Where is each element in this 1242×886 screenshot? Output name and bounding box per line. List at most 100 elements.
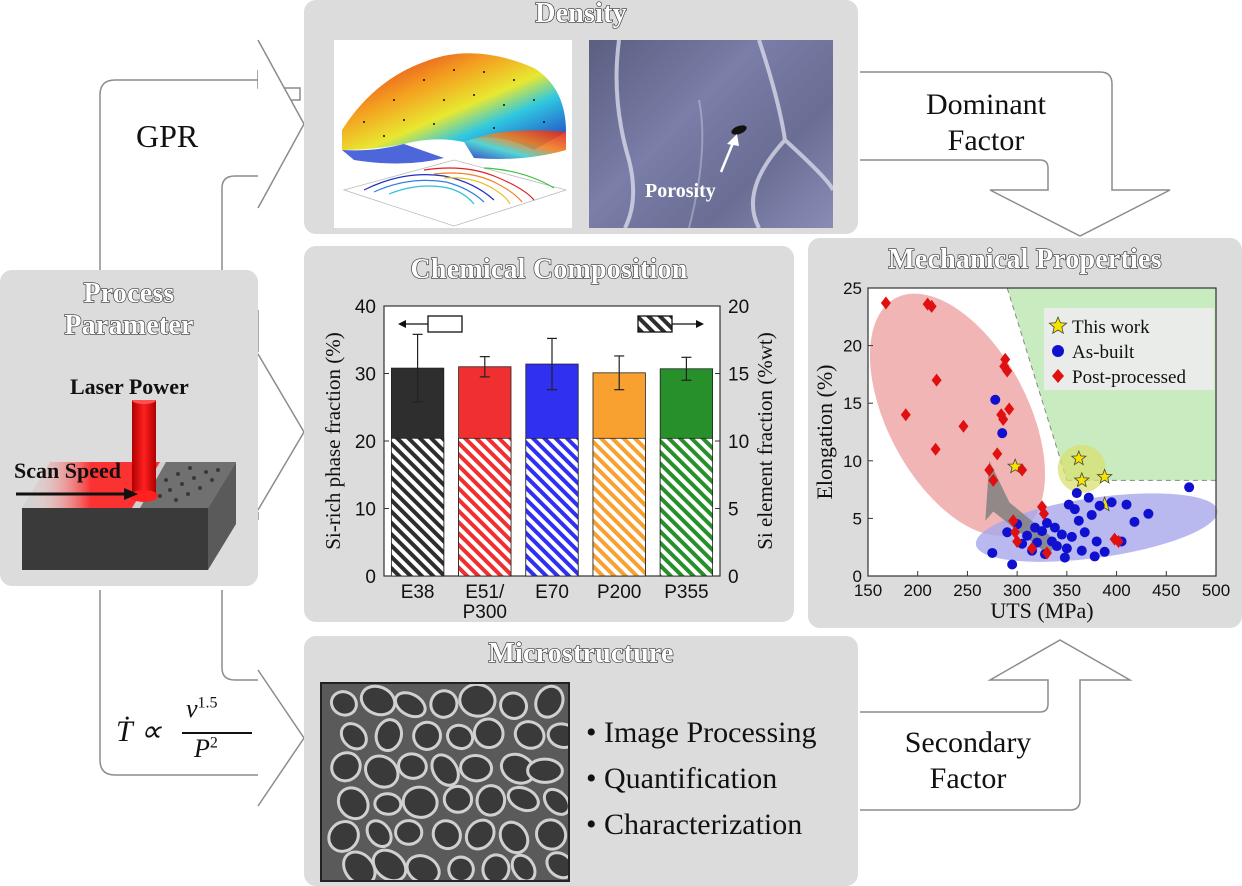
surface-mesh bbox=[342, 53, 566, 150]
point-diamond-23 bbox=[1041, 546, 1052, 560]
point-star-0 bbox=[1070, 449, 1087, 466]
bar-hatched-0 bbox=[390, 437, 445, 577]
point-circle-1 bbox=[990, 394, 1001, 405]
pore-mark bbox=[731, 125, 747, 135]
x-tick-label-250: 250 bbox=[953, 581, 981, 600]
point-diamond-0 bbox=[880, 296, 891, 310]
point-diamond-4 bbox=[931, 373, 942, 387]
chemical-title: Chemical Composition bbox=[410, 253, 688, 285]
micro-bullet-list: • Image Processing • Quantification • Ch… bbox=[586, 710, 816, 848]
y-axis-label: Si-rich phase fraction (%) bbox=[321, 332, 345, 550]
cell-5-6 bbox=[545, 851, 568, 880]
y-tick-label-10: 10 bbox=[355, 500, 376, 521]
cell-4-5 bbox=[498, 820, 530, 855]
x-tick-label-300: 300 bbox=[1003, 581, 1031, 600]
cell-5-3 bbox=[447, 855, 475, 880]
cell-3-6 bbox=[542, 787, 568, 816]
this-work-highlight bbox=[1057, 444, 1106, 493]
y-axis-label: Elongation (%) bbox=[812, 364, 837, 499]
y-tick-label-5: 5 bbox=[853, 509, 862, 528]
legend-marker-circle bbox=[1052, 345, 1064, 357]
secondary-factor-label-line2: Factor bbox=[929, 762, 1007, 795]
arrow-secondary bbox=[860, 639, 1133, 811]
point-circle-29 bbox=[1089, 551, 1100, 562]
y-tick-label-20: 20 bbox=[355, 432, 376, 453]
point-diamond-25 bbox=[1113, 534, 1124, 548]
process-parameter-panel: Process Parameter Laser Power bbox=[0, 270, 258, 586]
cell-1-0 bbox=[339, 722, 368, 751]
cell-4-3 bbox=[431, 819, 462, 851]
x-tick-label-150: 150 bbox=[854, 581, 882, 600]
cell-4-2 bbox=[394, 819, 424, 846]
point-circle-27 bbox=[1083, 492, 1094, 503]
x-tick-label-4-0: P355 bbox=[664, 582, 708, 603]
porosity-label: Porosity bbox=[645, 180, 716, 202]
point-circle-38 bbox=[1184, 482, 1195, 493]
cell-5-4 bbox=[481, 853, 511, 880]
cell-2-6 bbox=[526, 757, 564, 784]
point-diamond-5 bbox=[930, 442, 941, 456]
legend-label-2: Post-processed bbox=[1072, 367, 1186, 388]
point-circle-3 bbox=[1002, 527, 1013, 538]
gpr-label: GPR bbox=[136, 118, 199, 154]
x-tick-label-500: 500 bbox=[1202, 581, 1230, 600]
y-tick-label-10: 10 bbox=[843, 452, 862, 471]
process-title-line2: Parameter bbox=[64, 309, 194, 341]
cell-2-3 bbox=[430, 753, 460, 787]
micro-bullet-3: • Characterization bbox=[586, 808, 803, 841]
secondary-factor-label-line1: Secondary bbox=[904, 726, 1032, 759]
cell-5-2 bbox=[405, 854, 441, 880]
point-circle-35 bbox=[1121, 499, 1132, 510]
target-boundary-diagonal bbox=[1006, 287, 1068, 481]
porosity-micrograph: Porosity bbox=[589, 40, 833, 228]
point-diamond-15 bbox=[1004, 402, 1015, 416]
point-diamond-2 bbox=[922, 297, 933, 311]
point-circle-2 bbox=[997, 428, 1008, 439]
microstructure-panel: Microstructure • Image Processing • Quan… bbox=[304, 636, 858, 886]
sem-micrograph bbox=[320, 682, 570, 882]
x-tick-label-450: 450 bbox=[1152, 581, 1180, 600]
chemical-composition-panel: Chemical Composition E38 E51/P300 E70 P200 P… bbox=[304, 246, 794, 622]
cell-3-5 bbox=[506, 785, 540, 813]
mechanical-scatter-chart: 150 200 250 300 350 400 450 500 0 5 10 15 20 25 UTS (M… bbox=[812, 279, 1230, 623]
mechanical-title: Mechanical Properties bbox=[888, 243, 1163, 275]
cooling-rate-formula: Ṫ ∝ v1.5 P2 bbox=[116, 694, 256, 774]
point-diamond-8 bbox=[988, 473, 999, 487]
legend-marker-star bbox=[1048, 315, 1068, 335]
formula-numerator: v1.5 bbox=[186, 694, 218, 723]
cell-1-4 bbox=[472, 717, 505, 750]
x-tick-label-1-0: E51/ bbox=[465, 582, 505, 603]
point-diamond-17 bbox=[1010, 525, 1021, 539]
cell-3-0 bbox=[336, 786, 370, 821]
density-title: Density bbox=[535, 0, 628, 30]
cell-0-5 bbox=[499, 691, 529, 720]
cell-4-4 bbox=[464, 818, 496, 851]
y2-tick-label-15: 15 bbox=[728, 365, 749, 386]
left-axis-swatch bbox=[427, 315, 463, 333]
x-tick-label-200: 200 bbox=[904, 581, 932, 600]
point-circle-11 bbox=[1037, 526, 1047, 537]
point-diamond-12 bbox=[999, 359, 1010, 373]
point-star-4 bbox=[1006, 457, 1024, 474]
point-diamond-6 bbox=[958, 419, 969, 433]
y-tick-label-40: 40 bbox=[355, 297, 376, 318]
cell-4-1 bbox=[365, 819, 393, 848]
trunk-line-mid-up bbox=[221, 175, 258, 270]
cell-0-4 bbox=[458, 684, 497, 718]
point-circle-36 bbox=[1129, 516, 1140, 527]
microstructure-title: Microstructure bbox=[488, 637, 674, 669]
point-circle-19 bbox=[1061, 543, 1072, 554]
cell-5-5 bbox=[510, 853, 537, 880]
cell-2-2 bbox=[397, 752, 428, 780]
cell-1-3 bbox=[446, 723, 475, 751]
point-circle-21 bbox=[1066, 531, 1077, 542]
point-circle-0 bbox=[987, 547, 998, 558]
cell-0-6 bbox=[534, 684, 565, 719]
point-circle-22 bbox=[1069, 504, 1080, 515]
process-title-line1: Process bbox=[83, 277, 175, 309]
cell-4-0 bbox=[327, 820, 360, 853]
y-tick-label-0: 0 bbox=[853, 567, 862, 586]
bar-hatched-2 bbox=[525, 437, 579, 577]
legend-box bbox=[1044, 308, 1214, 390]
